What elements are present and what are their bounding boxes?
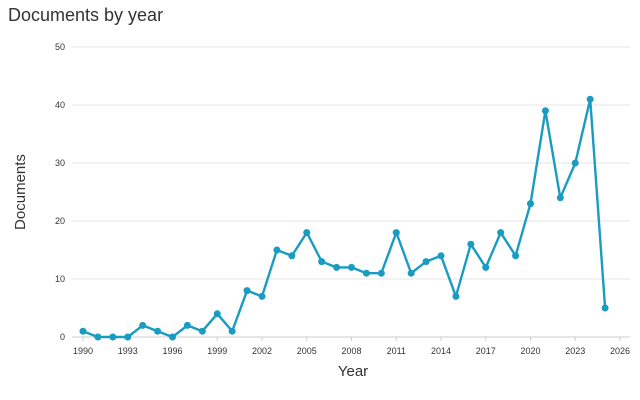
data-point[interactable] [437,252,445,260]
x-tick-label: 2011 [387,346,406,356]
y-axis-ticks: 0 10 20 30 40 50 [55,42,65,342]
data-point[interactable] [288,252,296,260]
series-line [82,97,607,339]
data-point[interactable] [392,229,400,237]
data-point[interactable] [79,327,87,335]
data-point[interactable] [407,269,415,277]
x-tick-label: 2005 [297,346,317,356]
data-point[interactable] [497,229,505,237]
x-tick-label: 2026 [610,346,630,356]
x-tick-label: 2008 [341,346,361,356]
data-point[interactable] [198,327,206,335]
data-point[interactable] [512,252,520,260]
data-point[interactable] [183,321,191,329]
data-point[interactable] [333,263,341,271]
data-point[interactable] [303,229,311,237]
data-point[interactable] [467,240,475,248]
y-tick-label: 20 [55,216,65,226]
data-point[interactable] [139,321,147,329]
y-tick-label: 50 [55,42,65,52]
data-point[interactable] [362,269,370,277]
data-point[interactable] [273,246,281,254]
grid-lines [72,46,630,338]
data-point[interactable] [124,333,132,341]
x-tick-label: 1990 [73,346,93,356]
data-point[interactable] [318,258,326,266]
x-tick-label: 1993 [118,346,138,356]
data-points [79,95,609,341]
data-point[interactable] [482,263,490,271]
data-point[interactable] [154,327,162,335]
x-tick-label: 2002 [252,346,272,356]
data-point[interactable] [258,292,266,300]
data-point[interactable] [422,258,430,266]
y-tick-label: 40 [55,100,65,110]
x-axis-label: Year [338,363,368,380]
data-point[interactable] [586,95,594,103]
y-tick-label: 30 [55,158,65,168]
data-point[interactable] [94,333,102,341]
data-point[interactable] [228,327,236,335]
data-point[interactable] [169,333,176,341]
x-tick-label: 2014 [431,346,451,356]
x-tick-label: 2017 [476,346,496,356]
x-axis-ticks: 1990 1993 1996 1999 2002 2005 2008 2011 2014 2017… [73,337,630,356]
x-tick-label: 2020 [520,346,540,356]
data-point[interactable] [601,304,609,312]
y-tick-label: 0 [60,332,65,342]
data-point[interactable] [452,292,460,300]
data-point[interactable] [213,310,221,318]
data-point[interactable] [556,194,564,202]
y-tick-label: 10 [55,274,65,284]
x-tick-label: 2023 [565,346,585,356]
data-point[interactable] [109,333,117,341]
data-point[interactable] [243,287,251,295]
data-point[interactable] [541,107,549,115]
x-tick-label: 1999 [207,346,227,356]
x-tick-label: 1996 [162,346,182,356]
data-point[interactable] [527,200,534,208]
y-axis-label: Documents [12,154,29,230]
data-point[interactable] [348,263,355,271]
data-point[interactable] [571,159,579,167]
chart-title: Documents by year [8,5,164,25]
data-point[interactable] [377,269,385,277]
